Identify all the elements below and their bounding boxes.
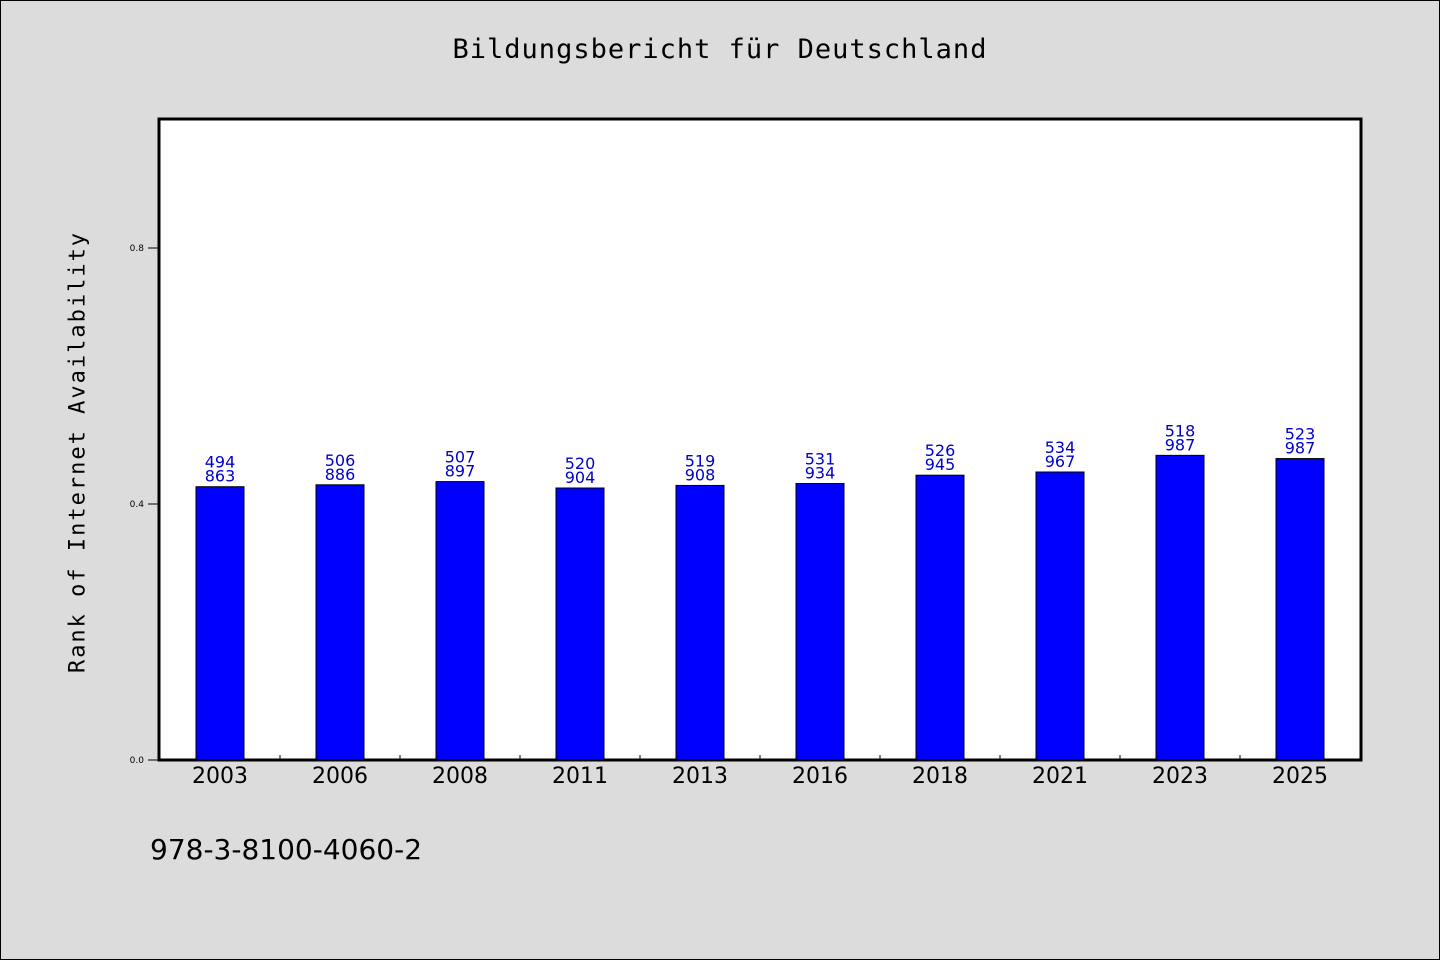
data-label-top-2008: 507 — [445, 448, 476, 467]
data-label-bottom-2023: 987 — [1165, 435, 1196, 454]
chart-title: Bildungsbericht für Deutschland — [452, 34, 988, 65]
data-label-bottom-2016: 934 — [805, 464, 836, 483]
y-tick-label-0.4: 0.4 — [130, 500, 145, 510]
data-label-top-2025: 523 — [1285, 425, 1316, 444]
x-tick-label-2011: 2011 — [552, 764, 608, 789]
data-label-top-2023: 518 — [1165, 421, 1196, 440]
bars-group — [195, 454, 1325, 761]
bar-2006 — [315, 484, 365, 761]
data-label-top-2003: 494 — [205, 453, 236, 472]
y-tick-label-0.8: 0.8 — [130, 244, 145, 254]
bar-2025 — [1275, 458, 1325, 761]
data-label-bottom-2018: 945 — [925, 455, 956, 474]
data-label-bottom-2003: 863 — [205, 467, 236, 486]
data-label-top-2021: 534 — [1045, 438, 1076, 457]
data-label-top-2016: 531 — [805, 450, 836, 469]
x-ticks-group: 2003 2006 2008 2011 2013 2016 2018 2021 2023 2025 — [192, 755, 1328, 789]
bar-2011 — [555, 487, 605, 761]
x-tick-label-2013: 2013 — [672, 764, 728, 789]
bar-2016 — [795, 483, 845, 761]
x-tick-label-2008: 2008 — [432, 764, 488, 789]
data-label-top-2013: 519 — [685, 451, 716, 470]
data-label-top-2011: 520 — [565, 454, 596, 473]
y-ticks-group: 0.0 0.4 0.8 — [130, 244, 160, 766]
data-label-bottom-2013: 908 — [685, 465, 716, 484]
data-label-bottom-2021: 967 — [1045, 452, 1076, 471]
x-tick-label-2021: 2021 — [1032, 764, 1088, 789]
data-label-bottom-2008: 897 — [445, 462, 476, 481]
x-tick-label-2023: 2023 — [1152, 764, 1208, 789]
x-tick-label-2016: 2016 — [792, 764, 848, 789]
bar-2018 — [915, 474, 965, 761]
x-tick-label-2018: 2018 — [912, 764, 968, 789]
x-tick-label-2025: 2025 — [1272, 764, 1328, 789]
isbn-text: 978-3-8100-4060-2 — [150, 833, 423, 866]
bar-2003 — [195, 486, 245, 761]
data-label-bottom-2025: 987 — [1285, 439, 1316, 458]
data-label-top-2018: 526 — [925, 441, 956, 460]
bar-2021 — [1035, 471, 1085, 761]
bar-2008 — [435, 481, 485, 761]
x-tick-label-2006: 2006 — [312, 764, 368, 789]
data-label-bottom-2006: 886 — [325, 465, 356, 484]
data-label-top-2006: 506 — [325, 451, 356, 470]
x-tick-label-2003: 2003 — [192, 764, 248, 789]
data-label-bottom-2011: 904 — [565, 468, 596, 487]
bar-2023 — [1155, 454, 1205, 761]
bar-2013 — [675, 484, 725, 761]
y-tick-label-0.0: 0.0 — [130, 756, 145, 766]
